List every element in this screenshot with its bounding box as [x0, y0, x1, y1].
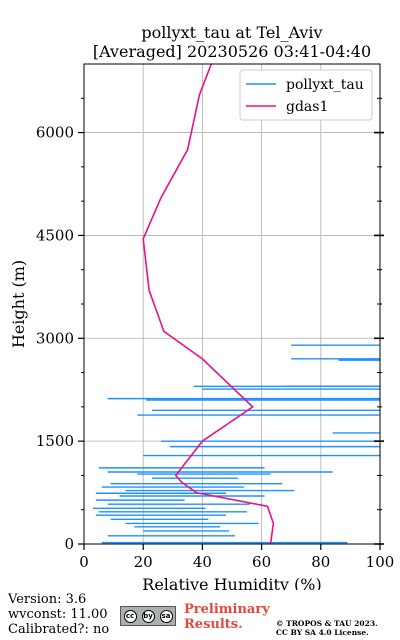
cc-license-badge: cc by sa [120, 606, 176, 626]
x-tick-label-5: 100 [366, 553, 395, 571]
x-tick-label-0: 0 [79, 553, 89, 571]
sa-icon: sa [159, 609, 173, 623]
legend-label-0: pollyxt_tau [286, 77, 364, 93]
y-tick-label-4: 6000 [36, 124, 74, 142]
by-icon: by [141, 609, 155, 623]
x-tick-label-2: 40 [193, 553, 212, 571]
preliminary-line1: Preliminary [184, 602, 270, 617]
legend-label-1: gdas1 [286, 99, 328, 115]
y-tick-label-3: 4500 [36, 226, 74, 244]
chart-title: pollyxt_tau at Tel_Aviv [141, 23, 322, 42]
chart: pollyxt_tau at Tel_Aviv [Averaged] 20230… [9, 23, 395, 590]
legend-box [239, 69, 373, 121]
x-tick-label-1: 20 [134, 553, 153, 571]
copyright-notice: © TROPOS & TAU 2023. CC BY SA 4.0 Licens… [276, 619, 378, 637]
chart-subtitle: [Averaged] 20230526 03:41-04:40 [93, 42, 371, 61]
wvconst-text: wvconst: 11.00 [8, 607, 108, 622]
x-axis-label: Relative Humidity (%) [142, 575, 321, 590]
y-tick-label-0: 0 [64, 535, 74, 553]
version-text: Version: 3.6 [8, 592, 87, 607]
cc-icon: cc [123, 609, 137, 623]
preliminary-notice: Preliminary Results. [184, 602, 270, 632]
y-tick-label-2: 3000 [36, 329, 74, 347]
preliminary-line2: Results. [184, 617, 243, 632]
y-axis-label: Height (m) [9, 260, 28, 348]
copyright-line2: CC BY SA 4.0 License. [276, 628, 369, 637]
y-tick-label-1: 1500 [36, 432, 74, 450]
footer-info: Version: 3.6 wvconst: 11.00 Calibrated?:… [8, 592, 109, 637]
x-tick-label-3: 60 [252, 553, 271, 571]
gdas1-line [142, 63, 275, 545]
x-tick-label-4: 80 [311, 553, 330, 571]
calibrated-text: Calibrated?: no [8, 622, 110, 637]
copyright-line1: © TROPOS & TAU 2023. [276, 619, 378, 628]
